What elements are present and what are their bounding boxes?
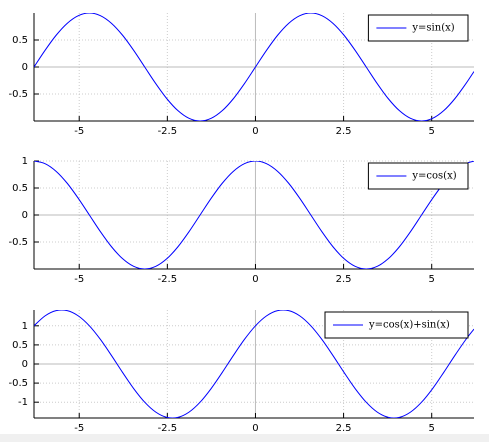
- y-tick-label: 0: [22, 62, 28, 73]
- x-tick-label: 5: [429, 274, 435, 285]
- x-tick-label: 0: [252, 423, 258, 434]
- x-tick-label: -2.5: [158, 423, 178, 434]
- y-tick-label: 0: [22, 359, 28, 370]
- x-tick-label: -2.5: [158, 274, 178, 285]
- legend-label: y=cos(x)+sin(x): [368, 320, 450, 331]
- legend-label: y=sin(x): [411, 23, 454, 34]
- status-strip: [0, 434, 489, 442]
- y-tick-label: -0.5: [8, 237, 28, 248]
- x-tick-label: -5: [74, 274, 84, 285]
- legend-label: y=cos(x): [411, 171, 456, 182]
- x-tick-label: -2.5: [158, 126, 178, 137]
- x-tick-label: 2.5: [336, 126, 352, 137]
- x-tick-label: -5: [74, 423, 84, 434]
- y-tick-label: 1: [22, 156, 28, 167]
- y-tick-label: 0.5: [12, 340, 28, 351]
- y-tick-label: 0.5: [12, 183, 28, 194]
- x-tick-label: 5: [429, 423, 435, 434]
- y-tick-label: 0.5: [12, 35, 28, 46]
- y-tick-label: 0: [22, 210, 28, 221]
- y-tick-label: -0.5: [8, 378, 28, 389]
- x-tick-label: 2.5: [336, 274, 352, 285]
- x-tick-label: 5: [429, 126, 435, 137]
- x-tick-label: 0: [252, 126, 258, 137]
- y-tick-label: -0.5: [8, 89, 28, 100]
- x-tick-label: -5: [74, 126, 84, 137]
- x-tick-label: 2.5: [336, 423, 352, 434]
- line-series: [34, 161, 474, 269]
- y-tick-label: -1: [18, 397, 28, 408]
- x-tick-label: 0: [252, 274, 258, 285]
- line-series: [34, 13, 474, 121]
- line-series: [34, 310, 474, 418]
- y-tick-label: 1: [22, 321, 28, 332]
